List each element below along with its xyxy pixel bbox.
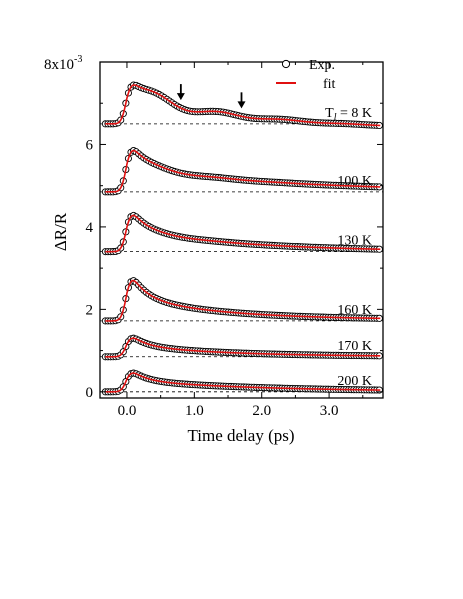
fit-curve-series-2: [105, 214, 381, 253]
y-tick-label: 0: [86, 385, 94, 401]
plot-frame: [99, 61, 384, 399]
curve-label-series-1: 100 K: [337, 174, 372, 189]
legend-exp-label: Exp.: [309, 58, 335, 73]
legend: Exp. fit: [276, 58, 336, 92]
curve-label-series-4: 170 K: [337, 339, 372, 354]
arrow-head: [176, 93, 185, 101]
fit-curve-series-0: [105, 84, 381, 127]
fit-curve-series-3: [105, 279, 381, 322]
y-axis-title: ΔR/R: [51, 212, 70, 251]
y-tick-label: 6: [86, 137, 94, 153]
y-tick-label: 4: [86, 220, 94, 236]
curve-label-series-5: 200 K: [337, 374, 372, 389]
arrow-head: [237, 101, 246, 109]
curve-label-series-2: 130 K: [337, 234, 372, 249]
legend-exp-marker: [281, 59, 291, 69]
legend-fit-label: fit: [323, 77, 336, 92]
curve-label-series-0: Tl = 8 K: [325, 106, 372, 123]
y-tick-label: 2: [86, 302, 94, 318]
curve-label-series-3: 160 K: [337, 303, 372, 318]
x-tick-label: 1.0: [185, 403, 204, 419]
x-tick-label: 2.0: [252, 403, 271, 419]
x-tick-label: 3.0: [320, 403, 339, 419]
fit-curve-series-5: [105, 372, 381, 393]
y-unit-label: 8x10-3: [44, 54, 82, 73]
x-axis-title: Time delay (ps): [187, 426, 294, 445]
fit-curve-series-1: [105, 149, 381, 193]
x-tick-label: 0.0: [118, 403, 137, 419]
fit-curve-series-4: [105, 337, 381, 358]
